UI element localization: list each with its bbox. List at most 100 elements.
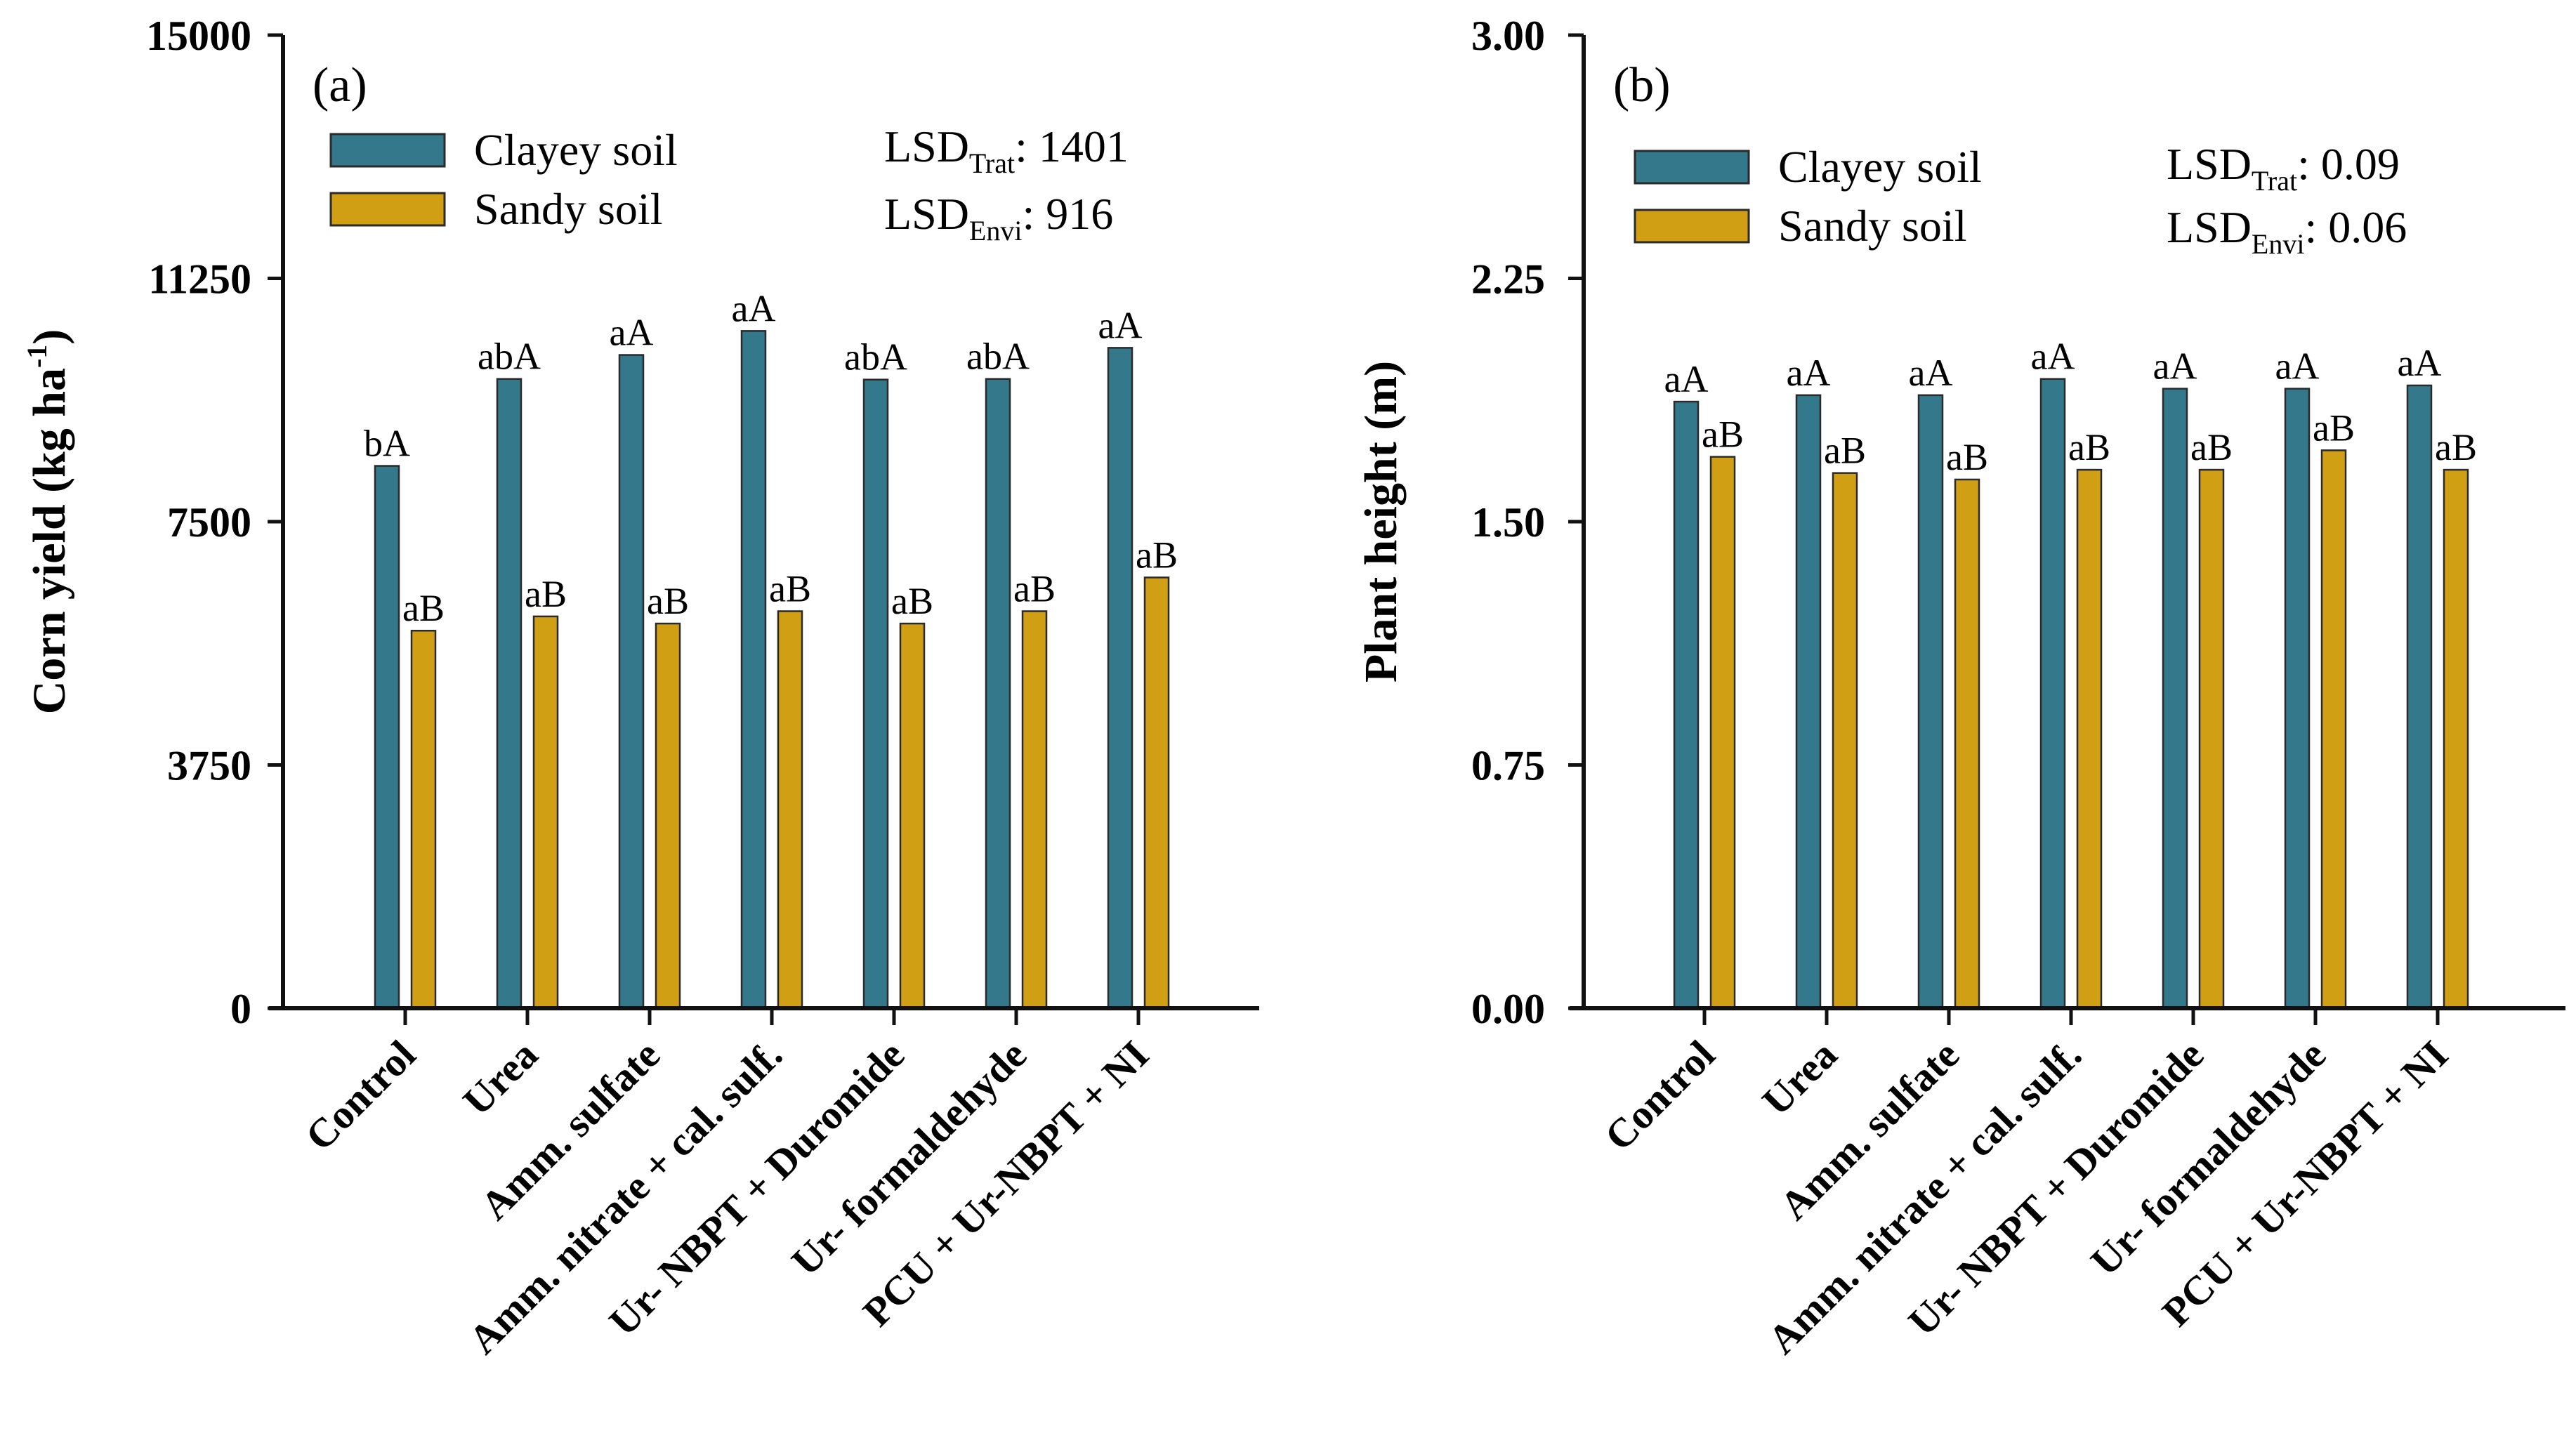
x-tick-label: Urea — [454, 1031, 546, 1124]
bar-significance-label: aB — [1013, 568, 1056, 610]
bar-significance-label: aA — [1098, 304, 1143, 346]
bar-clayey — [374, 465, 400, 1010]
bar-significance-label: aB — [2435, 426, 2477, 468]
lsd-value: : 1401 — [1015, 121, 1129, 171]
bar-significance-label: aA — [2153, 345, 2197, 388]
bar-significance-label: aA — [2031, 336, 2075, 378]
bar-clayey — [1673, 400, 1700, 1010]
bar-significance-label: aA — [610, 312, 654, 354]
bar-sandy — [1021, 610, 1048, 1010]
lsd-value: : 916 — [1022, 189, 1113, 239]
lsd-annotation: LSDTrat: 0.09 — [2167, 139, 2400, 197]
bar-significance-label: aB — [769, 568, 811, 610]
x-tick-label: Control — [1596, 1031, 1723, 1159]
bar-significance-label: aB — [891, 580, 933, 622]
legend-swatch-clayey — [1634, 150, 1750, 185]
y-axis-label-end: ) — [24, 329, 75, 345]
bar-clayey — [985, 378, 1011, 1010]
x-tick-label: Urea — [1753, 1031, 1846, 1124]
bar-sandy — [1143, 576, 1170, 1010]
lsd-value: : 0.09 — [2297, 139, 2400, 189]
bar-significance-label: aA — [1664, 358, 1709, 400]
lsd-annotation: LSDTrat: 1401 — [884, 121, 1129, 179]
bar-significance-label: aA — [2275, 345, 2320, 388]
bar-sandy — [655, 622, 681, 1010]
bar-significance-label: abA — [844, 336, 907, 378]
y-tick-label: 15000 — [146, 13, 251, 59]
bar-clayey — [2284, 388, 2311, 1010]
bar-significance-label: aB — [525, 573, 567, 615]
bar-sandy — [1954, 478, 1980, 1010]
x-tick-label: Control — [296, 1031, 424, 1159]
bar-significance-label: aA — [1909, 352, 1953, 394]
bar-sandy — [1832, 472, 1858, 1010]
y-tick-label: 1.50 — [1471, 499, 1545, 546]
bar-significance-label: abA — [966, 336, 1030, 378]
bar-significance-label: aA — [2398, 342, 2442, 384]
y-axis-label-superscript: -1 — [21, 345, 53, 368]
bar-significance-label: aB — [1136, 534, 1178, 576]
y-axis-label: Corn yield (kg ha-1) — [21, 329, 75, 715]
legend-label: Sandy soil — [1778, 201, 1966, 251]
y-tick-label: 0 — [230, 986, 251, 1032]
lsd-subscript: Trat — [969, 147, 1015, 179]
chart-panel-a: bA abA aA aA abA abA aA aB aB aB aB aB aB aB 0 3750 7500… — [21, 13, 1259, 1363]
chart-panel-b: aA aA aA aA aA aA aA aB aB aB aB aB aB aB 0.00 0.75 1.50… — [1355, 13, 2565, 1363]
lsd-value: : 0.06 — [2304, 202, 2407, 252]
lsd-subscript: Envi — [2252, 228, 2305, 260]
legend-label: Clayey soil — [1778, 142, 1982, 192]
bar-clayey — [618, 354, 645, 1010]
bar-significance-label: aA — [1787, 352, 1831, 394]
y-tick-label: 3.00 — [1471, 13, 1545, 59]
bar-significance-label: aB — [2068, 426, 2110, 468]
bar-clayey — [496, 378, 523, 1010]
bar-clayey — [2039, 378, 2066, 1010]
bar-sandy — [1709, 456, 1736, 1010]
bar-sandy — [532, 615, 559, 1010]
bar-sandy — [899, 622, 926, 1010]
y-axis-label-text: Plant height (m) — [1355, 361, 1407, 682]
lsd-base: LSD — [2167, 139, 2252, 189]
bar-sandy — [2443, 468, 2469, 1010]
y-tick-label: 2.25 — [1471, 256, 1545, 303]
bar-clayey — [2406, 384, 2433, 1010]
y-axis-label: Plant height (m) — [1355, 361, 1407, 682]
bar-clayey — [740, 330, 767, 1010]
legend-swatch-clayey — [329, 133, 446, 168]
bar-significance-label: aB — [2190, 426, 2233, 468]
lsd-annotation: LSDEnvi: 0.06 — [2167, 202, 2407, 260]
lsd-base: LSD — [884, 121, 969, 171]
bar-significance-label: aB — [1824, 430, 1866, 472]
lsd-base: LSD — [2167, 202, 2252, 252]
legend-label: Sandy soil — [474, 184, 662, 234]
bar-clayey — [1107, 347, 1133, 1010]
y-tick-label: 3750 — [167, 743, 251, 789]
bar-sandy — [777, 610, 803, 1010]
panel-label: (b) — [1613, 58, 1671, 112]
lsd-annotation: LSDEnvi: 916 — [884, 189, 1113, 246]
bar-sandy — [2198, 468, 2225, 1010]
lsd-base: LSD — [884, 189, 969, 239]
y-tick-label: 7500 — [167, 499, 251, 546]
x-tick-label: Ur- formaldehyde — [2082, 1031, 2334, 1284]
legend-swatch-sandy — [329, 192, 446, 227]
y-tick-label: 11250 — [148, 256, 251, 303]
bar-significance-label: aA — [732, 287, 776, 329]
y-axis-label-text: Corn yield (kg ha — [24, 368, 75, 714]
bar-sandy — [2076, 468, 2103, 1010]
bar-significance-label: abA — [478, 336, 541, 378]
lsd-subscript: Trat — [2252, 165, 2297, 197]
legend-swatch-sandy — [1634, 209, 1750, 244]
bar-significance-label: aB — [2313, 407, 2355, 449]
y-tick-label: 0.75 — [1471, 743, 1545, 789]
bar-significance-label: aB — [402, 587, 445, 629]
bar-clayey — [862, 378, 889, 1010]
bar-clayey — [1917, 394, 1944, 1010]
bar-clayey — [1795, 394, 1822, 1010]
bar-sandy — [410, 629, 437, 1010]
lsd-subscript: Envi — [969, 215, 1023, 246]
legend-label: Clayey soil — [474, 125, 678, 175]
bar-significance-label: aB — [647, 580, 689, 622]
bar-significance-label: bA — [364, 423, 410, 465]
